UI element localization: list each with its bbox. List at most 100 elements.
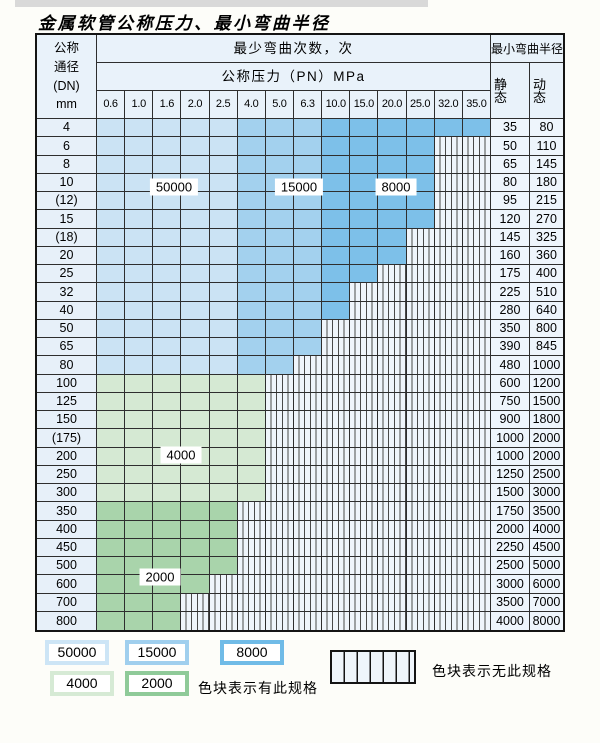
pressure-cell	[462, 319, 491, 338]
pressure-cell	[209, 575, 238, 594]
pressure-cell	[237, 593, 266, 612]
pressure-cell	[209, 557, 238, 576]
pressure-cell	[322, 465, 351, 484]
pressure-cell	[153, 520, 182, 539]
pressure-cell	[153, 137, 182, 156]
row-dn-label: (175)	[37, 429, 97, 448]
pressure-cell	[265, 502, 294, 521]
pressure-cell	[237, 137, 266, 156]
row-dn-label: 200	[37, 447, 97, 466]
pressure-cell	[293, 575, 323, 594]
pressure-cell	[181, 593, 210, 612]
pressure-cell	[378, 484, 407, 503]
pressure-cell	[350, 429, 379, 448]
pressure-cell	[434, 319, 463, 338]
pressure-cell	[350, 210, 379, 229]
pressure-cell	[322, 575, 351, 594]
pressure-cell	[237, 575, 266, 594]
dynamic-radius-value: 1800	[529, 411, 563, 430]
pressure-cell	[265, 137, 294, 156]
pressure-cell	[293, 228, 323, 247]
pressure-cell	[462, 246, 491, 265]
pressure-cell	[265, 119, 294, 138]
static-radius-value: 65	[490, 155, 530, 174]
pressure-cell	[237, 338, 266, 357]
pressure-cell	[153, 429, 182, 448]
dynamic-radius-value: 110	[529, 137, 563, 156]
pressure-cell	[350, 411, 379, 430]
pressure-cell	[237, 301, 266, 320]
header-nominal-pressure: 公称压力（PN）MPa	[97, 63, 491, 91]
pressure-cell	[406, 520, 435, 539]
pressure-cell	[181, 338, 210, 357]
pressure-cell	[265, 447, 294, 466]
pressure-cell	[462, 520, 491, 539]
pressure-cell	[209, 319, 238, 338]
pressure-cell	[293, 265, 323, 284]
pressure-cell	[125, 429, 154, 448]
pressure-cell	[406, 447, 435, 466]
static-radius-value: 1500	[490, 484, 530, 503]
header-min-bend-cycles: 最少弯曲次数，次	[97, 35, 491, 63]
pressure-cell	[209, 338, 238, 357]
pressure-cell	[322, 374, 351, 393]
pressure-cell	[265, 228, 294, 247]
pressure-cell	[181, 502, 210, 521]
pressure-cell	[153, 210, 182, 229]
header-dn-column: 公称 通径 (DN) mm	[37, 35, 97, 119]
pressure-cell	[209, 484, 238, 503]
pressure-cell	[265, 265, 294, 284]
header-dn-line: mm	[56, 97, 77, 112]
pressure-cell	[406, 228, 435, 247]
row-dn-label: 40	[37, 301, 97, 320]
pressure-cell	[462, 557, 491, 576]
row-dn-label: 6	[37, 137, 97, 156]
header-pressure-1.0: 1.0	[125, 91, 154, 119]
pressure-cell	[434, 557, 463, 576]
pressure-cell	[209, 155, 238, 174]
pressure-cell	[406, 593, 435, 612]
pressure-cell	[209, 374, 238, 393]
dynamic-radius-value: 145	[529, 155, 563, 174]
pressure-cell	[406, 246, 435, 265]
dynamic-radius-value: 1200	[529, 374, 563, 393]
pressure-cell	[125, 374, 154, 393]
static-radius-value: 2000	[490, 520, 530, 539]
pressure-cell	[97, 338, 126, 357]
pressure-cell	[406, 557, 435, 576]
header-pressure-32.0: 32.0	[434, 91, 463, 119]
pressure-cell	[265, 319, 294, 338]
pressure-cell	[125, 465, 154, 484]
pressure-cell	[153, 119, 182, 138]
pressure-cell	[153, 411, 182, 430]
pressure-cell	[322, 338, 351, 357]
pressure-cell	[293, 338, 323, 357]
pressure-cell	[378, 265, 407, 284]
pressure-cell	[97, 210, 126, 229]
pressure-cell	[125, 593, 154, 612]
pressure-cell	[293, 538, 323, 557]
pressure-cell	[322, 611, 351, 630]
row-dn-label: 350	[37, 502, 97, 521]
pressure-cell	[265, 374, 294, 393]
static-radius-value: 80	[490, 173, 530, 192]
pressure-cell	[181, 429, 210, 448]
pressure-cell	[265, 246, 294, 265]
pressure-cell	[209, 137, 238, 156]
dynamic-radius-value: 5000	[529, 557, 563, 576]
page-title: 金属软管公称压力、最小弯曲半径	[38, 14, 331, 34]
pressure-cell	[97, 119, 126, 138]
pressure-cell	[378, 447, 407, 466]
pressure-cell	[237, 246, 266, 265]
pressure-cell	[97, 356, 126, 375]
pressure-cell	[406, 137, 435, 156]
pressure-cell	[434, 611, 463, 630]
pressure-cell	[181, 137, 210, 156]
pressure-cell	[237, 484, 266, 503]
dynamic-radius-value: 3500	[529, 502, 563, 521]
pressure-cell	[350, 593, 379, 612]
pressure-cell	[293, 119, 323, 138]
dynamic-radius-value: 800	[529, 319, 563, 338]
pressure-cell	[181, 265, 210, 284]
row-dn-label: 10	[37, 173, 97, 192]
